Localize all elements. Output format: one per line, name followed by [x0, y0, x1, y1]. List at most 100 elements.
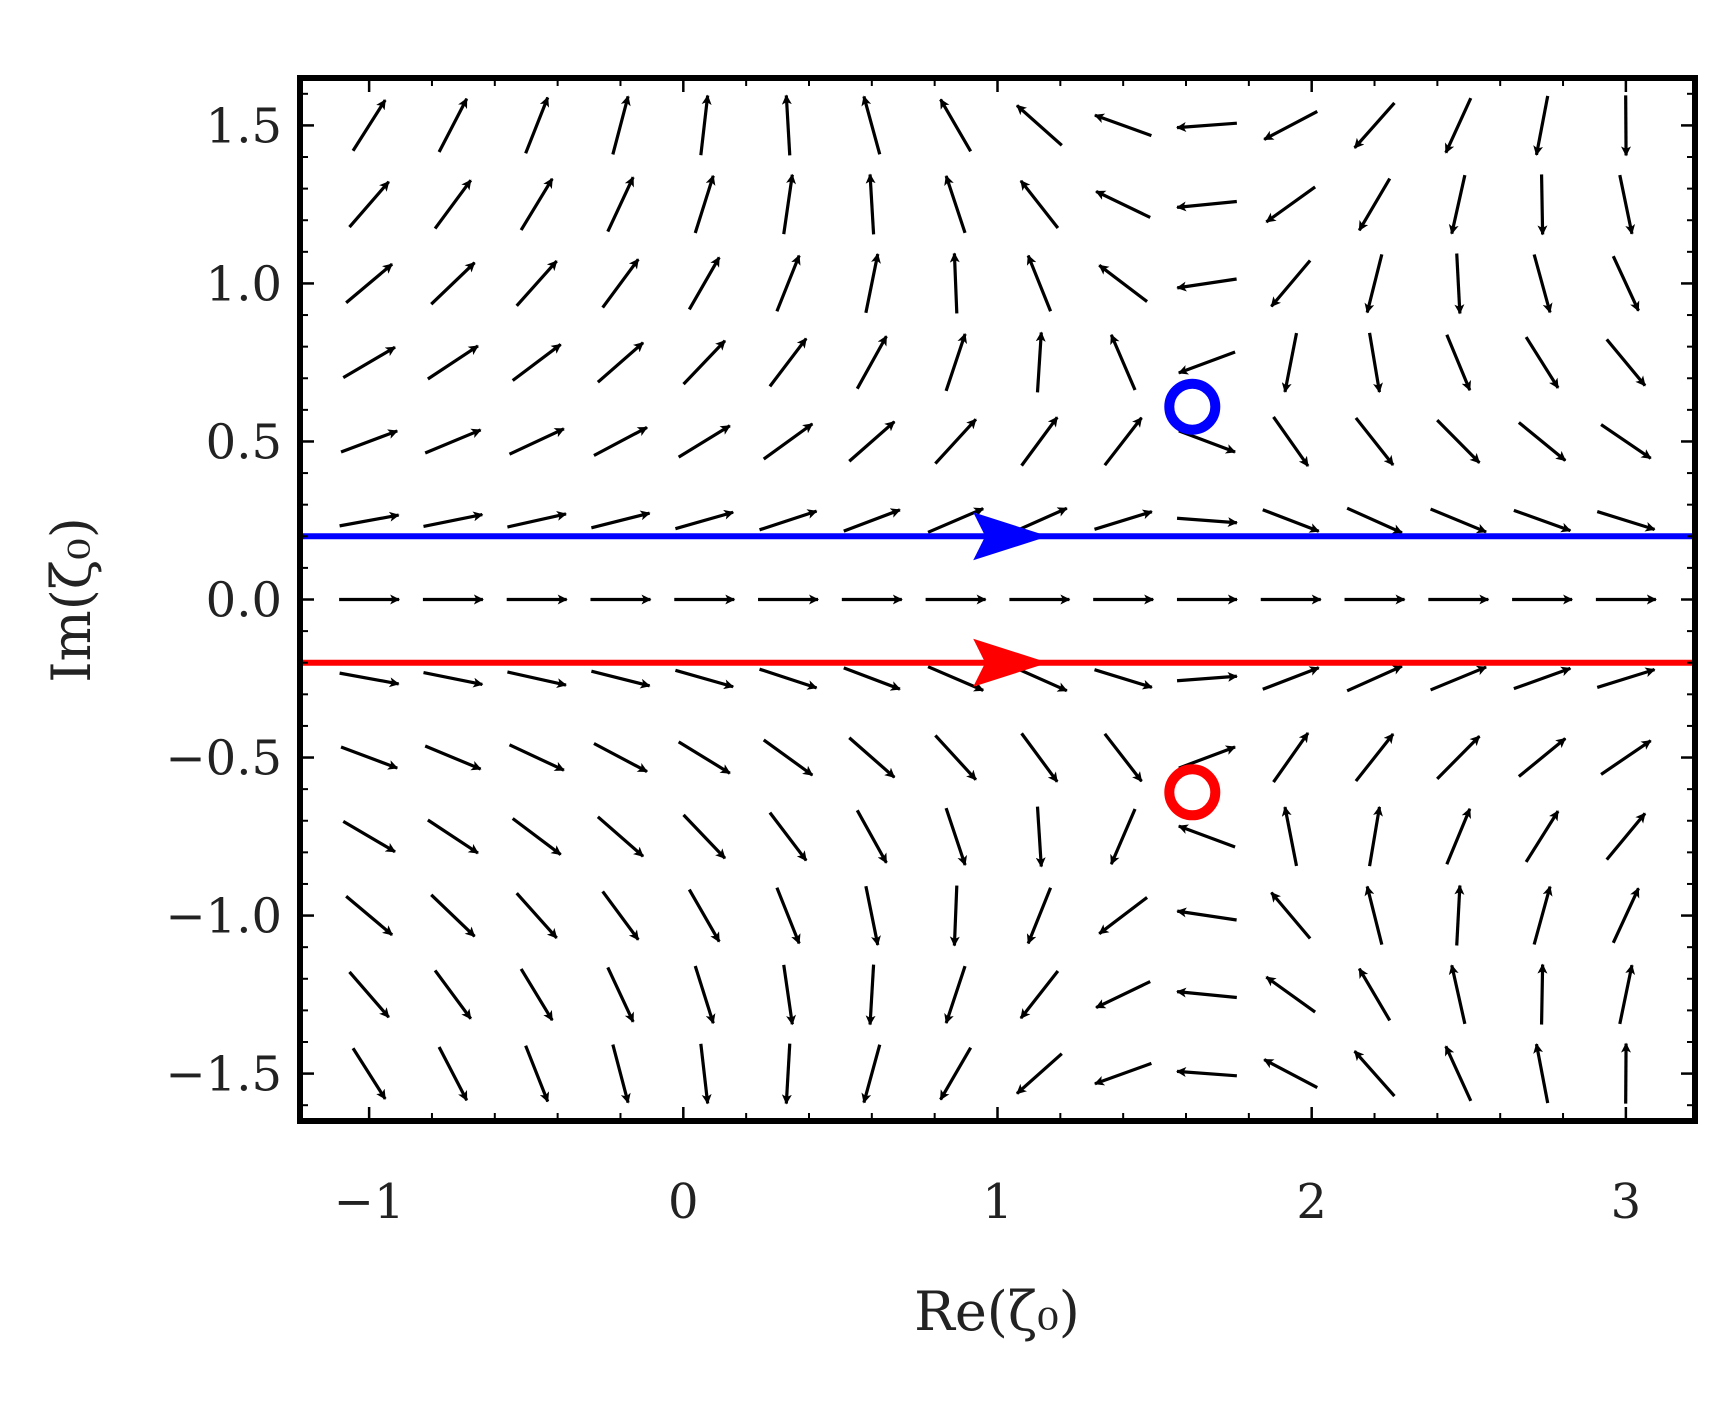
field-arrow [682, 339, 727, 386]
field-arrow [1611, 887, 1640, 944]
y-tick-label: −1.0 [165, 889, 282, 945]
field-arrow [674, 509, 735, 531]
field-arrow [515, 259, 558, 307]
field-arrow [861, 95, 882, 155]
field-arrow [1098, 896, 1149, 935]
field-arrow [1513, 666, 1572, 691]
field-arrow [1176, 1067, 1237, 1078]
y-tick-label: 0.5 [206, 414, 282, 470]
field-arrow [1176, 907, 1237, 922]
field-arrow [759, 667, 818, 690]
field-arrow [1618, 174, 1636, 235]
field-arrow [1367, 805, 1383, 867]
field-arrow [1524, 336, 1560, 389]
field-arrow [927, 507, 985, 534]
field-arrow [864, 253, 881, 314]
field-arrow [1103, 732, 1143, 783]
field-arrow [590, 669, 651, 689]
field-arrow [1176, 277, 1237, 292]
field-arrow [699, 1043, 712, 1105]
field-arrow [1176, 987, 1237, 1000]
field-arrow [340, 745, 399, 770]
field-arrow [1281, 332, 1299, 393]
field-arrow [507, 511, 567, 529]
field-arrow [1454, 884, 1465, 946]
field-arrow [1454, 253, 1465, 315]
field-arrow [1611, 255, 1640, 312]
field-arrow [606, 966, 635, 1023]
field-arrow [759, 509, 818, 532]
field-arrow [348, 970, 390, 1019]
field-arrow [1019, 179, 1060, 230]
field-arrow [1517, 421, 1567, 462]
contour-lines [300, 512, 1695, 687]
field-arrow [1015, 104, 1063, 147]
field-arrow [1605, 812, 1647, 861]
field-arrow [593, 742, 648, 773]
field-arrow [1270, 259, 1312, 308]
field-arrow [861, 1044, 882, 1104]
field-arrow [1094, 1061, 1152, 1086]
field-arrow [590, 510, 651, 530]
field-arrow [768, 337, 808, 388]
field-arrow [1263, 1058, 1319, 1090]
field-arrow [944, 174, 967, 234]
y-tick-label: 1.0 [206, 256, 282, 312]
field-arrow [1177, 824, 1236, 849]
field-arrow [1098, 264, 1149, 303]
field-arrow [1262, 508, 1320, 533]
field-arrow [1177, 350, 1236, 375]
field-arrow [1532, 885, 1553, 945]
field-arrow [1178, 429, 1236, 454]
y-tick-label: 1.5 [206, 98, 282, 154]
field-arrow [342, 345, 396, 380]
field-arrow [1524, 810, 1560, 863]
field-arrow [762, 738, 814, 777]
field-arrow [433, 179, 473, 230]
field-arrow [1035, 331, 1046, 393]
field-arrow [519, 177, 554, 231]
field-arrow [601, 890, 640, 941]
field-arrow [1533, 1043, 1550, 1104]
field-arrow [775, 254, 801, 312]
field-arrow [682, 813, 727, 860]
field-arrow [1272, 416, 1310, 467]
field-arrow [939, 1046, 973, 1101]
x-tick-label: 0 [668, 1174, 699, 1230]
field-arrow [1262, 666, 1320, 691]
field-arrow [782, 173, 796, 235]
x-tick-label: 3 [1611, 1174, 1642, 1230]
field-arrow [1532, 254, 1553, 314]
field-arrow [515, 892, 558, 940]
field-arrow [345, 895, 394, 937]
field-arrow [426, 818, 479, 855]
field-arrow [339, 511, 400, 528]
field-arrow [1176, 121, 1237, 132]
y-tick-label: 0.0 [206, 573, 282, 629]
field-arrow [865, 173, 876, 235]
pole-markers [1164, 378, 1221, 821]
field-arrow [855, 335, 888, 390]
y-tick-label: −1.5 [165, 1047, 282, 1103]
pole-marker-1 [1164, 378, 1221, 435]
field-arrow [507, 670, 567, 688]
field-arrow [596, 341, 645, 384]
field-arrow [351, 1047, 387, 1100]
field-arrow [1265, 975, 1317, 1014]
field-arrow [1095, 189, 1151, 219]
field-arrow [782, 964, 796, 1026]
field-arrow [848, 736, 896, 779]
field-arrow [424, 744, 482, 771]
field-arrow [1600, 739, 1652, 776]
field-arrow [433, 969, 473, 1020]
field-arrow [1035, 806, 1046, 868]
field-arrow [1364, 885, 1384, 946]
field-arrow [1537, 963, 1548, 1025]
field-arrow [437, 97, 469, 153]
field-arrow [1020, 732, 1059, 783]
field-arrow [1600, 423, 1652, 460]
field-arrow [1263, 109, 1319, 141]
field-arrow [687, 888, 721, 943]
field-arrow [1605, 338, 1647, 387]
field-arrow [949, 885, 960, 947]
